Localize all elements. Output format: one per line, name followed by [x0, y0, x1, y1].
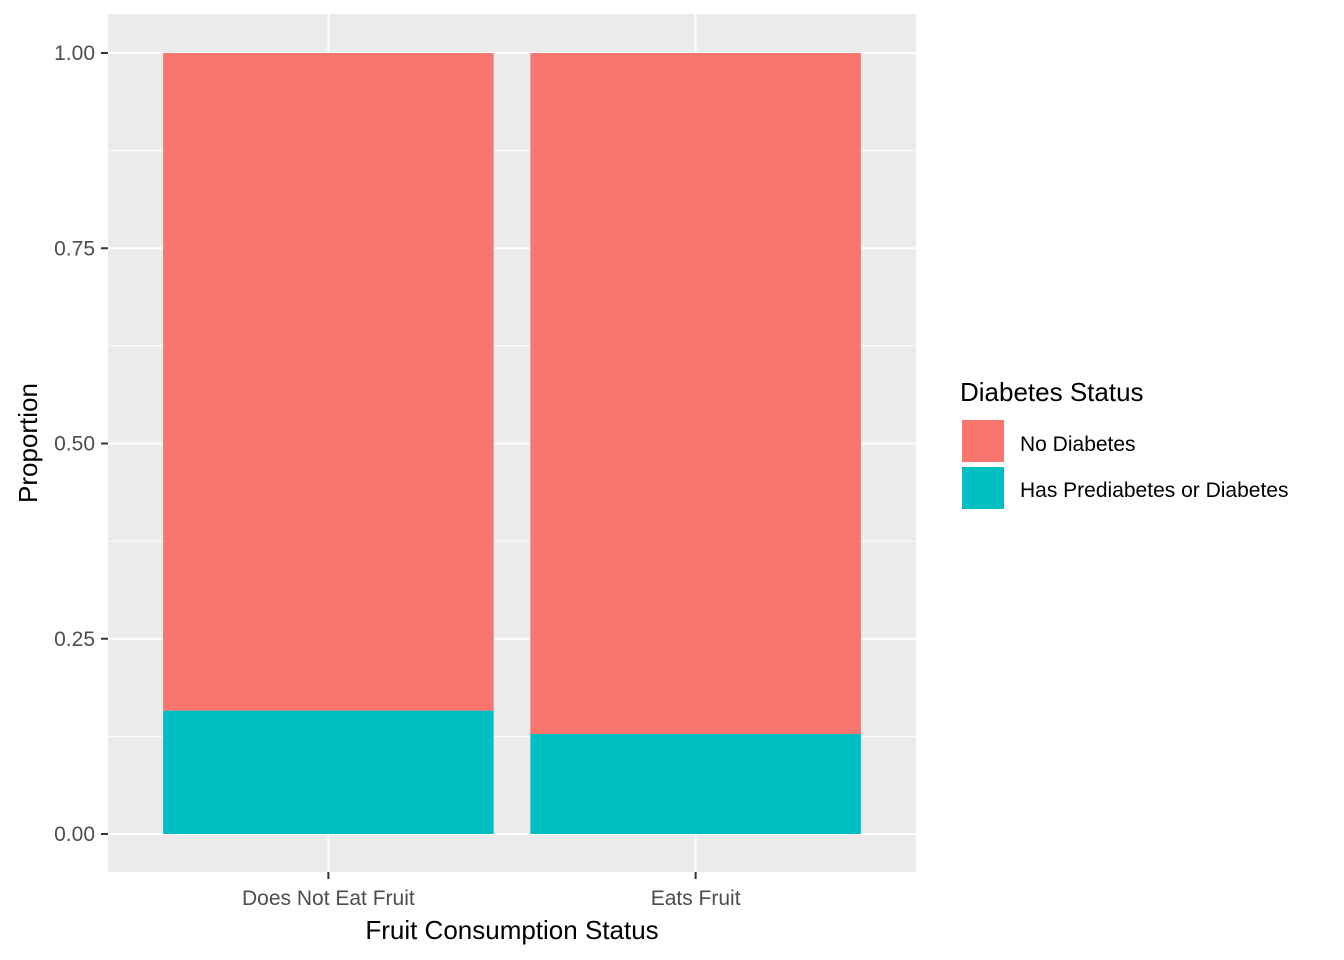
y-tick-label: 0.75: [54, 237, 95, 260]
x-tick-label: Eats Fruit: [651, 887, 741, 910]
x-axis: Does Not Eat Fruit Eats Fruit: [242, 872, 741, 910]
bar-segment-has-prediabetes-or-diabetes: [530, 734, 861, 834]
y-axis-title: Proportion: [13, 383, 43, 503]
x-tick-label: Does Not Eat Fruit: [242, 887, 415, 910]
legend-label-has-prediabetes-or-diabetes: Has Prediabetes or Diabetes: [1020, 479, 1288, 502]
bar-segment-no-diabetes: [530, 53, 861, 735]
legend-label-no-diabetes: No Diabetes: [1020, 433, 1136, 456]
y-tick-label: 1.00: [54, 42, 95, 65]
bar-segment-no-diabetes: [163, 53, 494, 711]
y-tick-label: 0.25: [54, 628, 95, 651]
x-axis-title: Fruit Consumption Status: [365, 915, 658, 945]
legend-title: Diabetes Status: [960, 377, 1144, 407]
legend-swatch-has-prediabetes-or-diabetes: [962, 467, 1004, 509]
y-tick-label: 0.50: [54, 433, 95, 456]
bar-segment-has-prediabetes-or-diabetes: [163, 710, 494, 834]
bar-stack-group: [163, 53, 861, 834]
y-tick-label: 0.00: [54, 823, 95, 846]
legend-swatch-no-diabetes: [962, 420, 1004, 462]
legend: Diabetes Status No Diabetes Has Prediabe…: [960, 377, 1288, 509]
y-axis: 0.00 0.25 0.50 0.75 1.00: [54, 42, 108, 846]
